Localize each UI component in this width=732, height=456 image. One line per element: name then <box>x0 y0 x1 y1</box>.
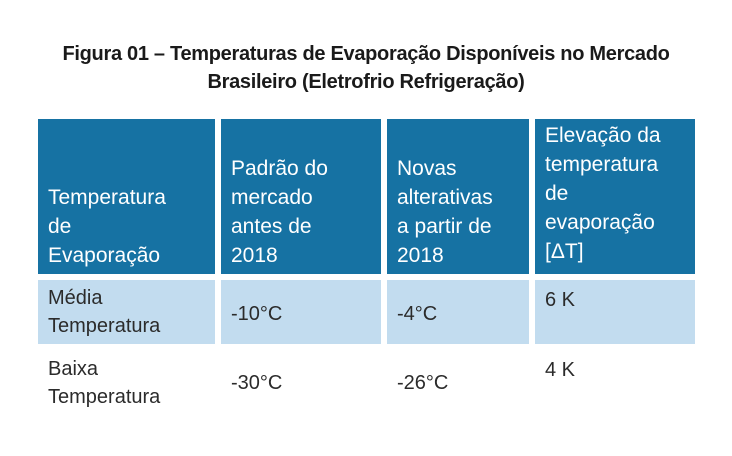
table-cell-r1-c1: Média Temperatura <box>38 280 215 344</box>
header-padrao-mercado: Padrão do mercado antes de 2018 <box>221 119 381 274</box>
table-cell-r2-c4: 4 K <box>535 350 695 416</box>
table-cell-r2-c1: Baixa Temperatura <box>38 350 215 416</box>
table-cell-r2-c2: -30°C <box>221 350 381 416</box>
table-cell-r1-c3: -4°C <box>387 280 529 344</box>
header-novas-alternativas: Novas alterativas a partir de 2018 <box>387 119 529 274</box>
caption-line-1: Figura 01 – Temperaturas de Evaporação D… <box>62 43 670 65</box>
caption-line-2: Brasileiro (Eletrofrio Refrigeração) <box>207 71 525 93</box>
header-elevacao-temperatura: Elevação da temperatura de evaporação [Δ… <box>535 119 695 274</box>
table-cell-r1-c4: 6 K <box>535 280 695 344</box>
header-temperatura-evaporacao: Temperatura de Evaporação <box>38 119 215 274</box>
table-cell-r1-c2: -10°C <box>221 280 381 344</box>
figure-caption: Figura 01 – Temperaturas de Evaporação D… <box>0 40 732 96</box>
table-cell-r2-c3: -26°C <box>387 350 529 416</box>
